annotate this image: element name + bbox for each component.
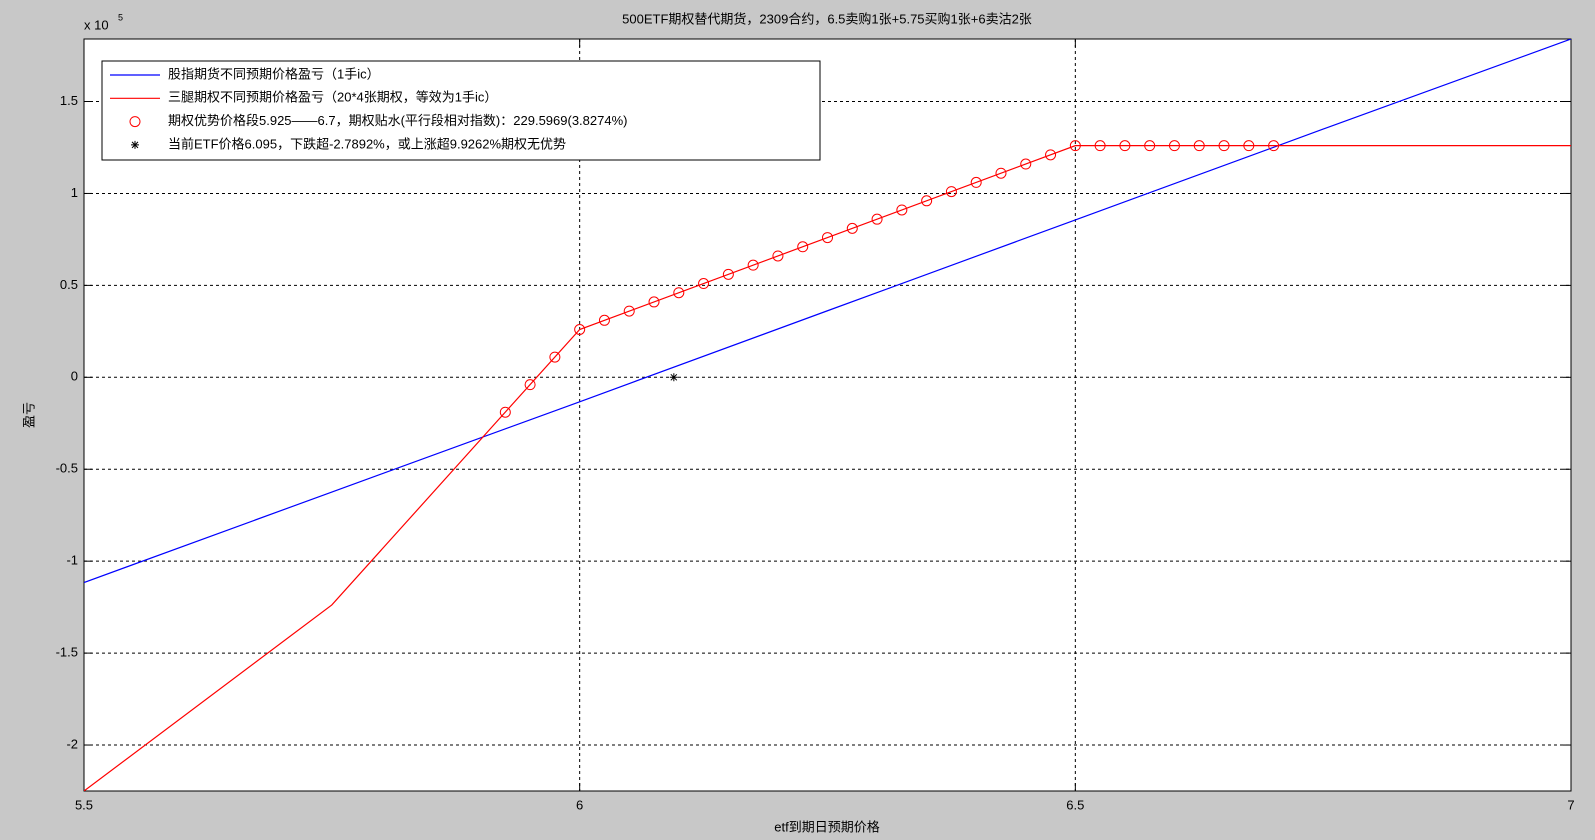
marker-circle — [1268, 140, 1280, 152]
marker-circle — [896, 204, 908, 216]
marker-circle — [747, 259, 759, 271]
legend-label: 当前ETF价格6.095，下跌超-2.7892%，或上涨超9.9262%期权无优… — [168, 136, 566, 151]
legend-label: 期权优势价格段5.925——6.7，期权贴水(平行段相对指数)：229.5969… — [168, 113, 627, 128]
chart-title: 500ETF期权替代期货，2309合约，6.5卖购1张+5.75买购1张+6卖沽… — [622, 11, 1032, 26]
marker-circle — [1045, 149, 1057, 161]
y-tick-label: -2 — [66, 736, 78, 751]
y-multiplier: x 10 — [84, 17, 109, 32]
y-tick-label: -0.5 — [56, 461, 78, 476]
marker-circle — [1168, 140, 1180, 152]
series-line — [84, 145, 1571, 791]
marker-circle — [549, 351, 561, 363]
marker-circle — [995, 167, 1007, 179]
y-tick-label: 1 — [71, 185, 78, 200]
y-multiplier-power: 5 — [118, 12, 123, 22]
marker-circle — [499, 406, 511, 418]
y-tick-label: -1.5 — [56, 645, 78, 660]
x-axis-label: etf到期日预期价格 — [774, 819, 879, 834]
y-tick-label: -1 — [66, 553, 78, 568]
marker-circle — [822, 232, 833, 244]
marker-circle — [698, 278, 710, 290]
series-line — [84, 39, 1571, 584]
marker-circle — [846, 222, 858, 234]
marker-circle — [623, 305, 635, 317]
marker-circle — [524, 379, 536, 391]
y-tick-label: 0 — [71, 369, 78, 384]
marker-circle — [1218, 140, 1230, 152]
legend-label: 三腿期权不同预期价格盈亏（20*4张期权，等效为1手ic） — [168, 90, 497, 105]
marker-circle — [1144, 140, 1156, 152]
marker-star — [669, 373, 678, 382]
marker-circle — [1193, 140, 1205, 152]
x-tick-label: 6 — [576, 797, 583, 812]
marker-circle — [648, 296, 660, 308]
marker-circle — [598, 314, 610, 326]
marker-circle — [1119, 140, 1131, 152]
marker-circle — [772, 250, 784, 262]
marker-circle — [673, 287, 685, 299]
marker-circle — [129, 116, 141, 128]
marker-circle — [1094, 140, 1106, 152]
x-tick-label: 7 — [1567, 797, 1574, 812]
marker-circle — [970, 176, 982, 188]
marker-star — [131, 140, 139, 149]
y-tick-label: 1.5 — [60, 93, 78, 108]
marker-circle — [871, 213, 883, 225]
marker-circle — [797, 241, 809, 253]
x-tick-label: 5.5 — [75, 797, 93, 812]
marker-circle — [1243, 140, 1255, 152]
legend-box — [101, 60, 821, 161]
plot-marks — [84, 39, 1571, 791]
marker-circle — [1069, 140, 1081, 152]
y-tick-label: 0.5 — [60, 277, 78, 292]
y-axis-label: 盈亏 — [21, 402, 36, 428]
marker-circle — [1020, 158, 1032, 170]
plot-area — [83, 38, 1572, 792]
marker-circle — [722, 268, 734, 280]
legend-label: 股指期货不同预期价格盈亏（1手ic） — [168, 66, 380, 81]
marker-circle — [945, 186, 957, 198]
marker-circle — [574, 324, 586, 336]
x-tick-label: 6.5 — [1066, 797, 1084, 812]
marker-circle — [921, 195, 933, 207]
